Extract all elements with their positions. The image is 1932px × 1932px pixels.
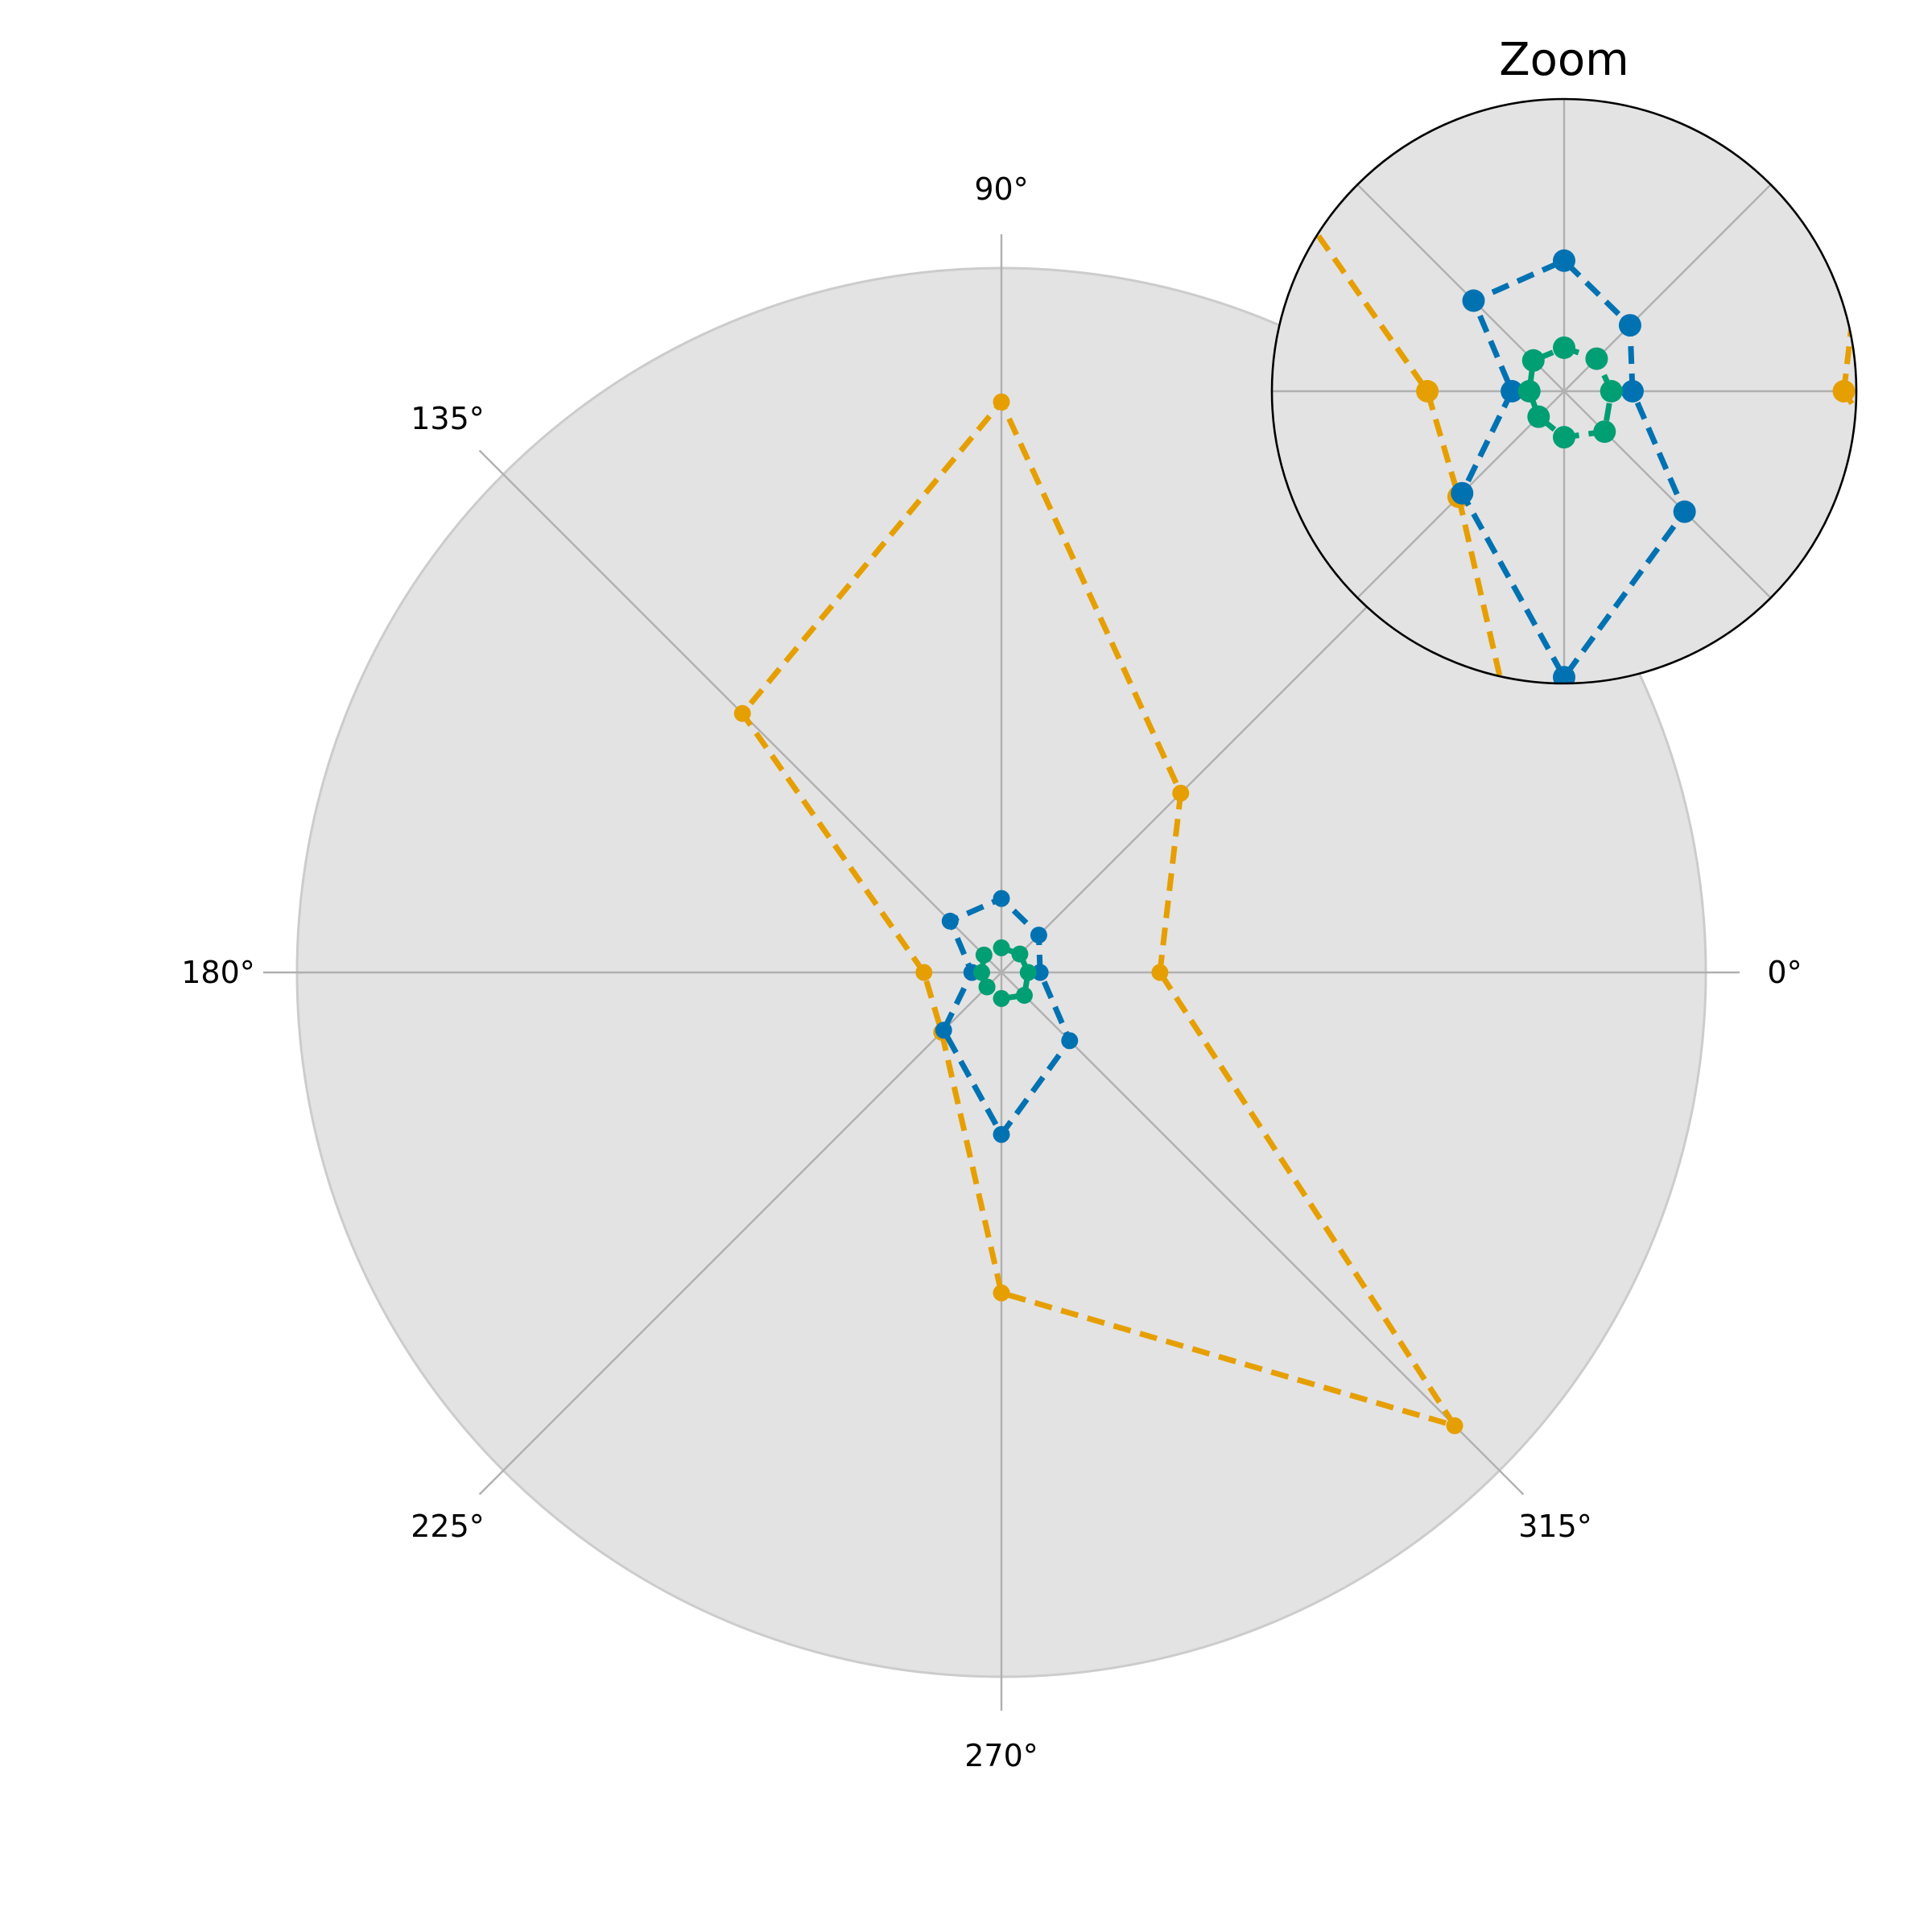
theta-gridline-315 — [1001, 972, 1525, 1496]
series-2-point-225 — [935, 1022, 952, 1039]
zoom-series-3-point-0 — [1600, 380, 1623, 402]
series-2-point-270 — [993, 1125, 1010, 1143]
main-polar-axes: 0° 90° 135° 180° 225° 270° 315° — [181, 171, 1802, 1773]
series-1-point-90 — [993, 393, 1010, 411]
series-3-point-135 — [975, 946, 993, 964]
series-1-point-180 — [915, 964, 933, 981]
series-2-point-0 — [1031, 964, 1049, 981]
zoom-series-2-point-180 — [1501, 380, 1524, 402]
zoom-title: Zoom — [1499, 34, 1629, 86]
theta-gridline-225 — [478, 972, 1002, 1496]
theta-tick-label-135: 135° — [411, 401, 485, 436]
series-2-point-45 — [1030, 927, 1047, 944]
zoom-series-3-point-315 — [1593, 420, 1616, 444]
series-2-point-90 — [993, 890, 1010, 907]
zoom-series-1-point-0 — [1832, 380, 1856, 402]
series-3-point-45 — [1011, 945, 1029, 963]
theta-tick-label-315: 315° — [1518, 1509, 1592, 1544]
zoom-series-2-point-0 — [1620, 380, 1644, 402]
zoom-series-3-point-135 — [1521, 349, 1545, 372]
series-3-point-90 — [993, 939, 1010, 956]
zoom-series-1-point-180 — [1416, 380, 1439, 402]
zoom-inset-axes: Zoom — [1270, 34, 1892, 685]
theta-tick-label-270: 270° — [964, 1738, 1038, 1773]
zoom-series-3-point-225 — [1527, 405, 1550, 428]
series-3-point-315 — [1015, 986, 1033, 1004]
zoom-series-2-point-135 — [1462, 289, 1485, 312]
series-1-point-315 — [1446, 1417, 1463, 1435]
theta-tick-label-225: 225° — [411, 1509, 485, 1544]
series-3-point-180 — [973, 964, 990, 981]
zoom-series-3-point-270 — [1553, 426, 1575, 449]
theta-tick-label-0: 0° — [1767, 955, 1802, 990]
series-2-point-135 — [941, 912, 959, 930]
zoom-series-2-point-315 — [1673, 500, 1696, 523]
series-1-point-0 — [1151, 964, 1169, 981]
zoom-series-2-line — [1459, 258, 1688, 680]
series-2-point-315 — [1061, 1032, 1079, 1050]
series-1-point-270 — [993, 1284, 1010, 1302]
theta-tick-label-180: 180° — [181, 955, 255, 990]
zoom-axes-border — [1270, 97, 1858, 685]
series-1-point-135 — [733, 704, 751, 722]
zoom-series-3-line — [1526, 345, 1615, 440]
theta-tick-label-90: 90° — [974, 171, 1028, 207]
zoom-series-3-point-180 — [1517, 380, 1541, 402]
zoom-plot-area — [1272, 64, 1892, 683]
series-3-point-0 — [1019, 964, 1037, 981]
series-1-point-45 — [1172, 784, 1190, 802]
zoom-series-2-point-90 — [1553, 249, 1575, 272]
series-3-point-225 — [978, 978, 996, 996]
zoom-series-1-point-45 — [1869, 64, 1892, 86]
series-3-point-270 — [993, 989, 1010, 1007]
zoom-series-3-point-90 — [1553, 336, 1575, 359]
series-1-line — [739, 398, 1458, 1429]
zoom-series-2-point-225 — [1451, 481, 1474, 505]
zoom-series-2-point-45 — [1618, 314, 1641, 337]
zoom-series-3-point-45 — [1585, 347, 1608, 370]
